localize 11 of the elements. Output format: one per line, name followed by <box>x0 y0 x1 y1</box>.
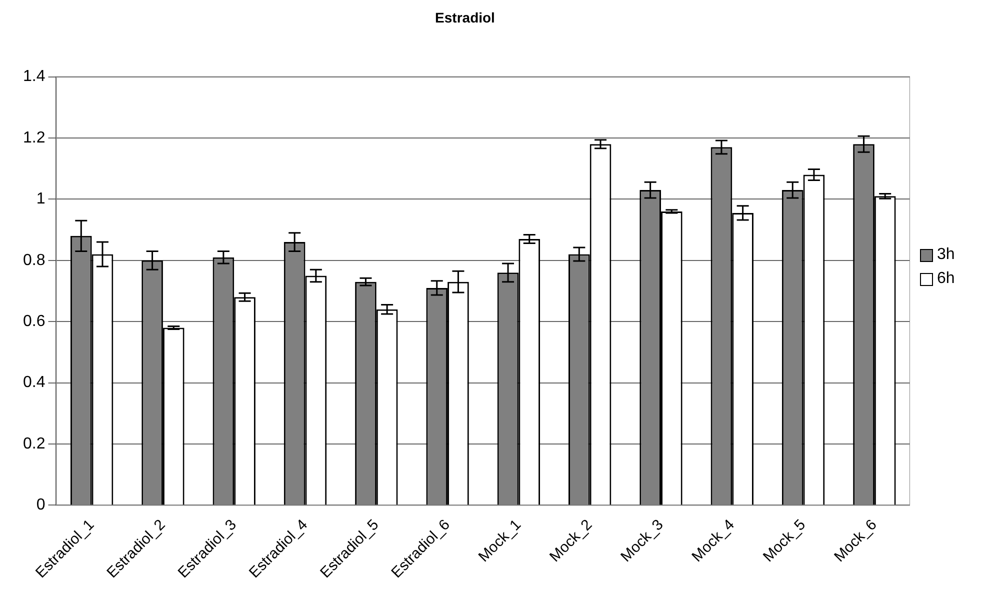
text: 6h <box>937 270 955 288</box>
y-tick-label: 1 <box>36 190 46 208</box>
chart-title: Estradiol <box>435 9 495 26</box>
y-tick-label: 1.4 <box>22 68 46 86</box>
y-tick-label: 0 <box>36 496 46 514</box>
legend-label: 3h <box>937 246 955 264</box>
y-tick-label: 0.6 <box>22 313 46 330</box>
y-tick-label: 0.4 <box>22 374 46 392</box>
y-tick-label: 1.2 <box>22 129 46 146</box>
y-tick-label: 0.2 <box>22 435 46 452</box>
y-tick-label: 0.8 <box>22 252 46 269</box>
